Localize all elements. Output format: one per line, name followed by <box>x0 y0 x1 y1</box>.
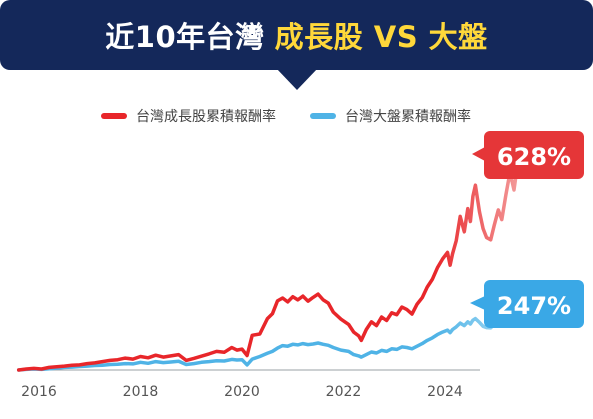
market-final-label: 247% <box>497 292 571 320</box>
market-end-badge: 247% <box>470 280 584 328</box>
legend-label-growth: 台灣成長股累積報酬率 <box>136 108 276 125</box>
series-line-growth <box>16 158 520 372</box>
x-axis-ticks: 2016 2018 2020 2022 2024 <box>21 384 463 400</box>
header-pointer <box>276 68 318 90</box>
market-badge-box <box>484 280 584 328</box>
x-tick-label: 2018 <box>123 384 159 400</box>
chart-title: 近10年台灣 成長股 VS 大盤 <box>0 0 593 70</box>
growth-badge-box <box>484 131 584 179</box>
series-line-market <box>16 300 520 372</box>
growth-end-badge: 628% <box>472 131 584 179</box>
legend-label-market: 台灣大盤累積報酬率 <box>345 108 471 125</box>
growth-badge-pointer <box>472 147 485 161</box>
x-tick-label: 2020 <box>224 384 260 400</box>
title-main-text: 近10年台灣 <box>105 20 265 54</box>
series-lines <box>16 158 520 372</box>
growth-final-label: 628% <box>497 143 571 171</box>
x-tick-label: 2024 <box>427 384 463 400</box>
market-badge-pointer <box>470 296 485 310</box>
legend: 台灣成長股累積報酬率 台灣大盤累積報酬率 <box>101 108 471 125</box>
header-banner <box>0 0 593 70</box>
title-accent-text: 成長股 VS 大盤 <box>274 20 488 54</box>
x-tick-label: 2022 <box>326 384 362 400</box>
x-tick-label: 2016 <box>21 384 57 400</box>
